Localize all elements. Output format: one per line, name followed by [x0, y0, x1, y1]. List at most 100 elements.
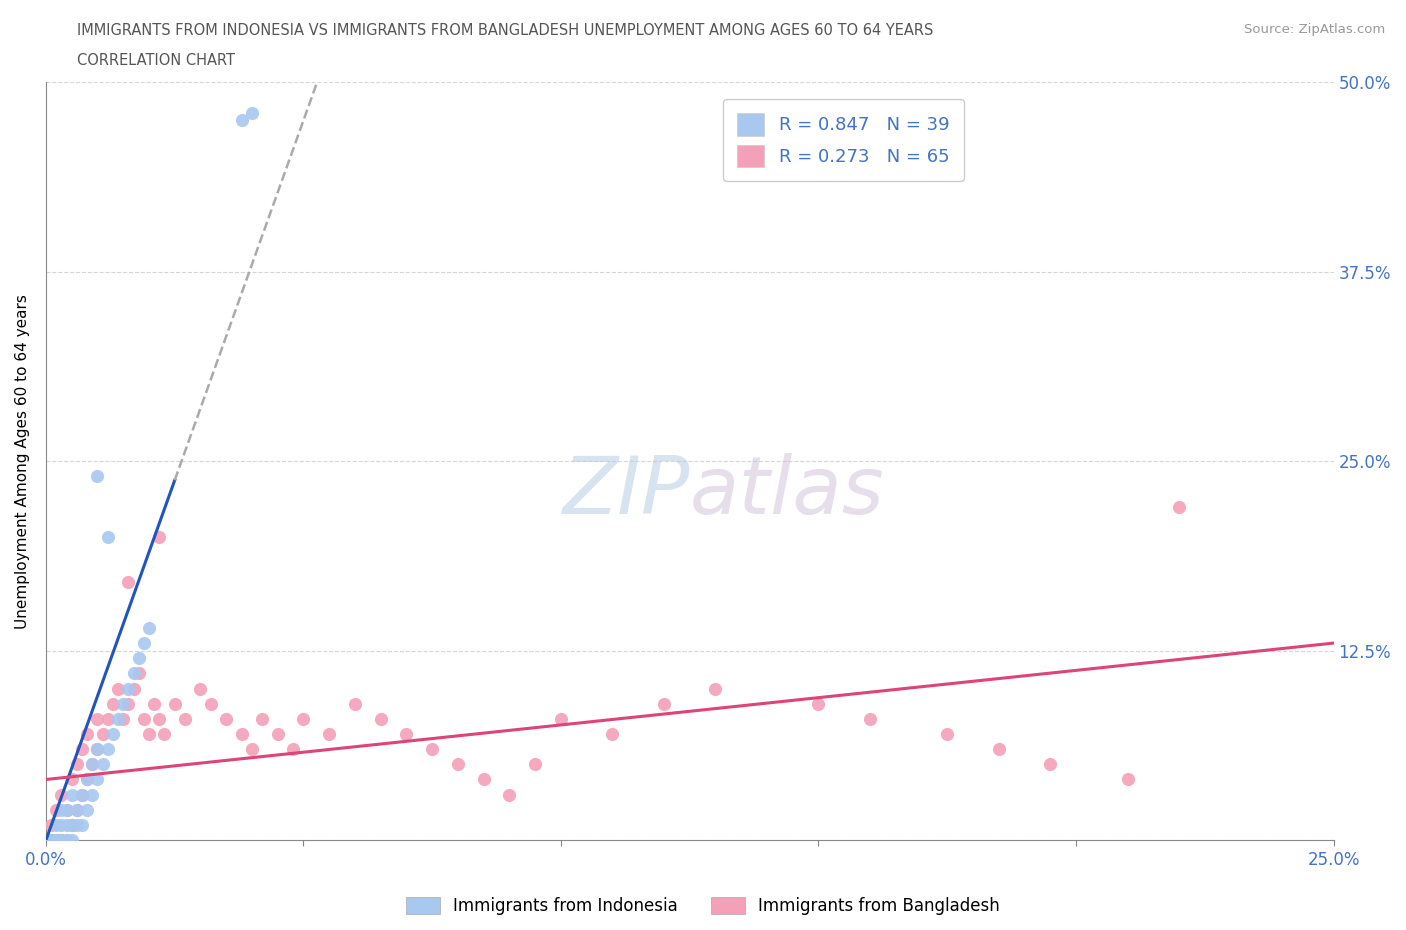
- Point: [55, 803, 77, 817]
- Point: [55, 832, 77, 847]
- Point: [51, 832, 73, 847]
- Text: IMMIGRANTS FROM INDONESIA VS IMMIGRANTS FROM BANGLADESH UNEMPLOYMENT AMONG AGES : IMMIGRANTS FROM INDONESIA VS IMMIGRANTS …: [77, 23, 934, 38]
- Point: [66, 817, 89, 832]
- Point: [51, 803, 73, 817]
- Point: [66, 757, 89, 772]
- Point: [45, 832, 67, 847]
- Point: [1116, 772, 1139, 787]
- Point: [318, 726, 340, 741]
- Point: [132, 711, 155, 726]
- Point: [200, 697, 222, 711]
- Point: [252, 711, 274, 726]
- Point: [128, 651, 150, 666]
- Point: [60, 817, 83, 832]
- Point: [1168, 499, 1191, 514]
- Point: [174, 711, 197, 726]
- Point: [51, 832, 73, 847]
- Point: [343, 697, 366, 711]
- Point: [91, 757, 114, 772]
- Point: [70, 817, 93, 832]
- Point: [97, 711, 120, 726]
- Point: [76, 772, 98, 787]
- Point: [122, 681, 145, 696]
- Point: [86, 772, 108, 787]
- Point: [128, 666, 150, 681]
- Point: [39, 832, 62, 847]
- Point: [132, 636, 155, 651]
- Point: [117, 575, 139, 590]
- Point: [138, 620, 160, 635]
- Point: [498, 787, 520, 802]
- Point: [45, 803, 67, 817]
- Point: [86, 742, 108, 757]
- Point: [45, 832, 67, 847]
- Point: [51, 787, 73, 802]
- Text: CORRELATION CHART: CORRELATION CHART: [77, 53, 235, 68]
- Point: [447, 757, 470, 772]
- Point: [55, 817, 77, 832]
- Point: [602, 726, 624, 741]
- Point: [267, 726, 290, 741]
- Point: [86, 742, 108, 757]
- Point: [370, 711, 392, 726]
- Point: [101, 726, 124, 741]
- Point: [240, 742, 263, 757]
- Point: [143, 697, 166, 711]
- Point: [70, 742, 93, 757]
- Point: [138, 726, 160, 741]
- Point: [66, 803, 89, 817]
- Point: [524, 757, 547, 772]
- Point: [652, 697, 675, 711]
- Text: ZIP: ZIP: [562, 453, 690, 531]
- Point: [1039, 757, 1062, 772]
- Y-axis label: Unemployment Among Ages 60 to 64 years: Unemployment Among Ages 60 to 64 years: [15, 294, 30, 629]
- Point: [45, 832, 67, 847]
- Point: [936, 726, 959, 741]
- Point: [82, 757, 104, 772]
- Point: [704, 681, 727, 696]
- Point: [39, 832, 62, 847]
- Point: [86, 469, 108, 484]
- Point: [292, 711, 315, 726]
- Point: [55, 832, 77, 847]
- Point: [76, 726, 98, 741]
- Point: [82, 757, 104, 772]
- Point: [107, 711, 129, 726]
- Point: [97, 529, 120, 544]
- Point: [82, 787, 104, 802]
- Point: [107, 681, 129, 696]
- Point: [51, 832, 73, 847]
- Point: [45, 817, 67, 832]
- Point: [76, 772, 98, 787]
- Point: [39, 832, 62, 847]
- Point: [97, 742, 120, 757]
- Point: [39, 817, 62, 832]
- Text: Source: ZipAtlas.com: Source: ZipAtlas.com: [1244, 23, 1385, 36]
- Point: [148, 529, 170, 544]
- Legend: Immigrants from Indonesia, Immigrants from Bangladesh: Immigrants from Indonesia, Immigrants fr…: [399, 890, 1007, 922]
- Point: [163, 697, 186, 711]
- Point: [60, 832, 83, 847]
- Point: [148, 711, 170, 726]
- Point: [395, 726, 418, 741]
- Point: [190, 681, 212, 696]
- Point: [101, 697, 124, 711]
- Point: [51, 817, 73, 832]
- Point: [472, 772, 495, 787]
- Point: [231, 726, 253, 741]
- Point: [240, 105, 263, 120]
- Point: [231, 113, 253, 127]
- Point: [70, 787, 93, 802]
- Point: [807, 697, 830, 711]
- Point: [91, 726, 114, 741]
- Point: [60, 787, 83, 802]
- Point: [859, 711, 882, 726]
- Text: atlas: atlas: [690, 453, 884, 531]
- Point: [76, 803, 98, 817]
- Point: [283, 742, 305, 757]
- Point: [550, 711, 572, 726]
- Point: [60, 772, 83, 787]
- Point: [987, 742, 1010, 757]
- Point: [153, 726, 176, 741]
- Point: [70, 787, 93, 802]
